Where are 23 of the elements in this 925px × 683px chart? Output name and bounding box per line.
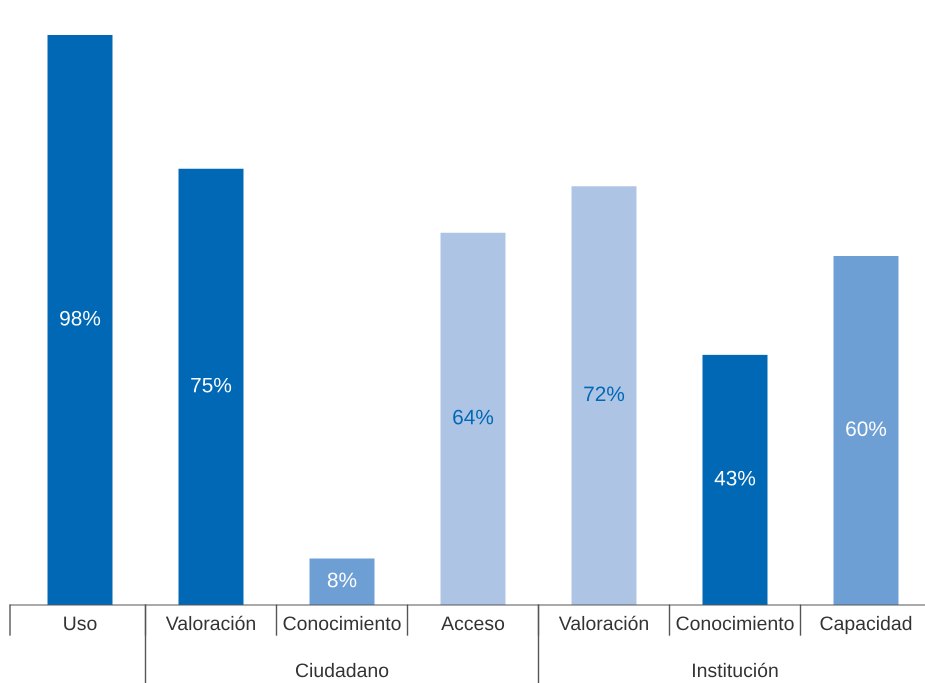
x-tick-label: Conocimiento [676, 616, 794, 630]
x-tick-label: Capacidad [820, 616, 912, 634]
bar [440, 232, 506, 605]
data-label: 8% [328, 572, 356, 588]
data-label: 98% [60, 310, 100, 326]
x-tick-label: Conocimiento [284, 616, 401, 630]
x-tick-label: Uso [64, 616, 96, 630]
x-tick-label: Valoración [166, 616, 255, 630]
bar [178, 168, 244, 605]
data-label: 72% [584, 386, 624, 402]
bar [702, 354, 768, 605]
data-label: 64% [453, 410, 494, 424]
text: Ciudadano [296, 662, 388, 678]
bar [310, 558, 374, 605]
bar [834, 256, 898, 605]
data-label: 75% [191, 378, 232, 392]
bar [572, 186, 636, 605]
text: Institución [693, 662, 778, 678]
bar [48, 35, 112, 605]
x-tick-label: Valoración [558, 616, 648, 630]
x-tick-label: Acceso [441, 616, 504, 630]
data-label: 43% [714, 470, 756, 486]
data-label: 60% [846, 421, 886, 436]
